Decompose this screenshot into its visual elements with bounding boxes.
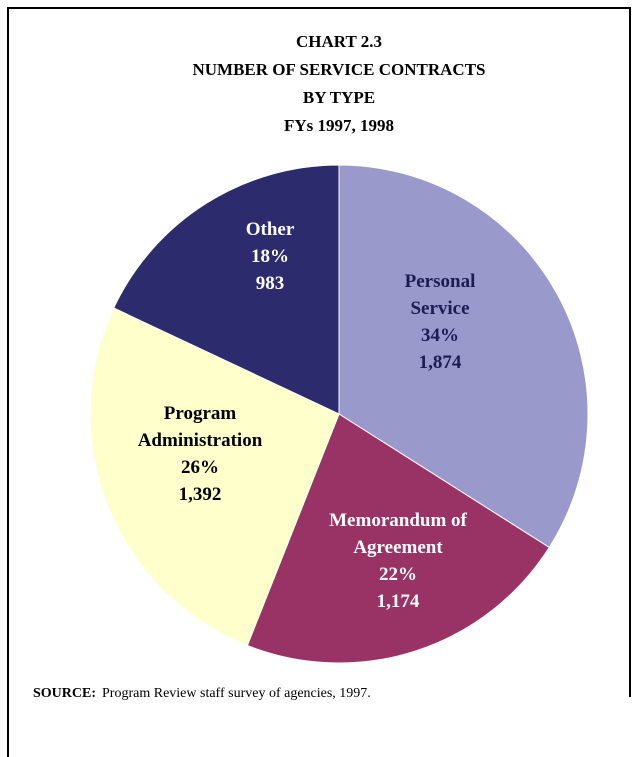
title-line: FYs 1997, 1998 [283, 116, 395, 135]
slice-label: Other 18% 983 [225, 216, 315, 297]
count-label: 1,392 [178, 484, 222, 505]
pie-slice [338, 164, 589, 549]
count-label: 983 [255, 273, 285, 294]
slice-label: Personal Service 34% 1,874 [385, 268, 495, 376]
source: SOURCE: Program Review staff survey of ag… [33, 686, 371, 702]
percent-label: 26% [181, 457, 219, 478]
frame [7, 7, 631, 757]
title-line: BY TYPE [302, 88, 376, 107]
pie-slice [89, 307, 340, 647]
slice-label: Memorandum of Agreement 22% 1,174 [308, 507, 488, 615]
pie-slice [113, 164, 340, 415]
count-label: 1,874 [418, 352, 462, 373]
slice-label: Program Administration 26% 1,392 [115, 400, 285, 508]
source-text: Program Review staff survey of agencies,… [102, 686, 371, 701]
category-label: Other [245, 219, 295, 240]
title-line: CHART 2.3 [296, 32, 382, 51]
category-label: Personal Service [404, 271, 476, 319]
percent-label: 18% [251, 246, 289, 267]
source-label: SOURCE: [33, 686, 97, 701]
category-label: Memorandum of Agreement [329, 510, 467, 558]
count-label: 1,174 [376, 591, 420, 612]
title-line: NUMBER OF SERVICE CONTRACTS [192, 60, 486, 79]
pie-slice [246, 413, 550, 664]
percent-label: 22% [379, 564, 417, 585]
category-label: Program Administration [137, 403, 263, 451]
percent-label: 34% [421, 325, 459, 346]
